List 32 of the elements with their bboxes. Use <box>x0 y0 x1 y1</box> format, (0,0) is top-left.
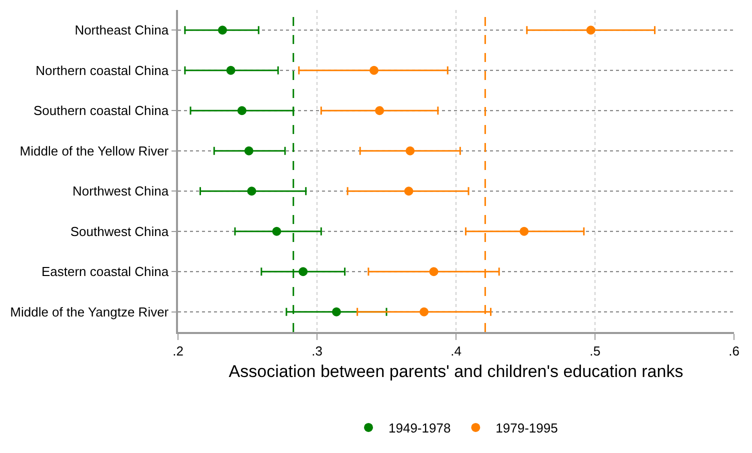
y-tick-label: Middle of the Yellow River <box>20 143 170 158</box>
point <box>247 186 256 196</box>
point <box>586 26 596 35</box>
point <box>429 267 438 276</box>
y-tick-label: Southwest China <box>70 224 170 239</box>
y-tick-label: Northeast China <box>74 22 170 38</box>
point <box>237 106 246 116</box>
point <box>375 106 384 116</box>
point <box>272 226 282 236</box>
y-tick-label: Northern coastal China <box>36 62 170 78</box>
y-tick-label: Middle of the Yangtze River <box>10 304 170 320</box>
y-tick-label: Eastern coastal China <box>41 264 170 280</box>
x-tick-label: .2 <box>172 343 184 358</box>
point <box>332 307 341 316</box>
x-axis-title: Association between parents' and children's education ranks <box>228 362 684 382</box>
x-tick-label: .5 <box>590 343 600 358</box>
point <box>520 226 529 236</box>
legend-label: 1949-1978 <box>388 420 451 436</box>
y-tick-label: Southern coastal China <box>33 103 170 118</box>
point <box>420 307 429 316</box>
legend-label: 1979-1995 <box>496 420 558 436</box>
point <box>218 26 227 35</box>
point <box>226 66 236 75</box>
x-tick-label: .6 <box>728 343 740 358</box>
x-tick-label: .3 <box>312 343 322 358</box>
point <box>244 146 254 156</box>
x-tick-label: .4 <box>450 343 462 358</box>
point <box>298 267 308 276</box>
point <box>369 66 378 75</box>
point <box>406 146 415 156</box>
point <box>404 186 414 196</box>
y-tick-label: Northwest China <box>72 184 170 199</box>
